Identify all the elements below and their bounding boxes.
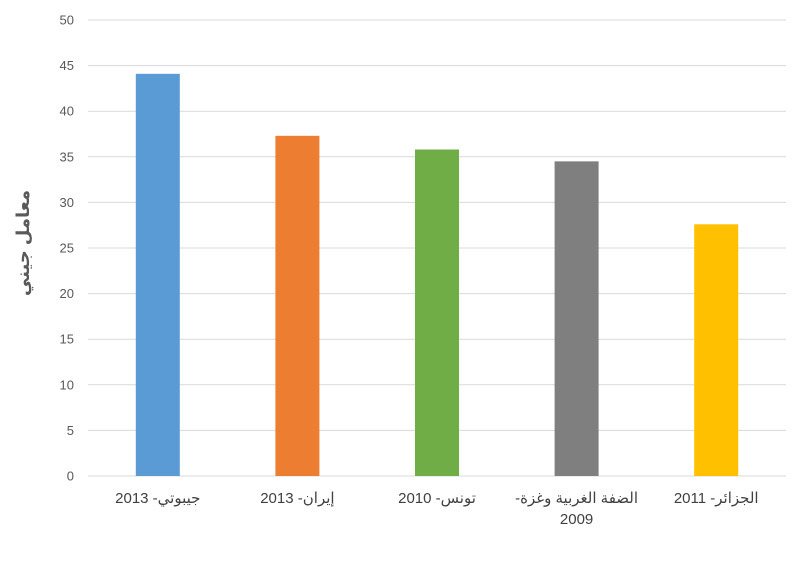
y-tick-label: 15 [60,332,74,347]
bar [554,161,599,477]
y-tick-label: 40 [60,104,74,119]
y-tick-label: 10 [60,377,74,392]
bars [135,73,739,477]
x-category-label: إيران- 2013 [260,490,334,507]
bar [415,149,459,476]
y-tick-label: 25 [60,241,74,256]
x-category-label: الجزائر- 2011 [674,490,759,507]
y-tick-label: 35 [60,149,74,164]
y-axis-ticks: 0 5 10 15 20 25 30 35 40 45 50 [60,13,74,484]
bar [135,73,180,477]
x-category-label: جيبوتي- 2013 [115,490,200,508]
bar [694,224,739,476]
y-tick-label: 20 [60,286,74,301]
x-category-label: الضفة الغربية وغزة- [515,490,638,507]
y-tick-label: 5 [67,423,74,438]
y-tick-label: 0 [67,469,74,484]
y-axis-title: معامل جيني [13,190,34,296]
x-axis-labels: جيبوتي- 2013 إيران- 2013 تونس- 2010 الضفة ا… [115,490,758,528]
y-tick-label: 30 [60,195,74,210]
x-category-label: 2009 [560,511,593,528]
y-tick-label: 45 [60,58,74,73]
bar [275,135,320,476]
y-tick-label: 50 [60,13,74,28]
x-category-label: تونس- 2010 [398,490,476,507]
